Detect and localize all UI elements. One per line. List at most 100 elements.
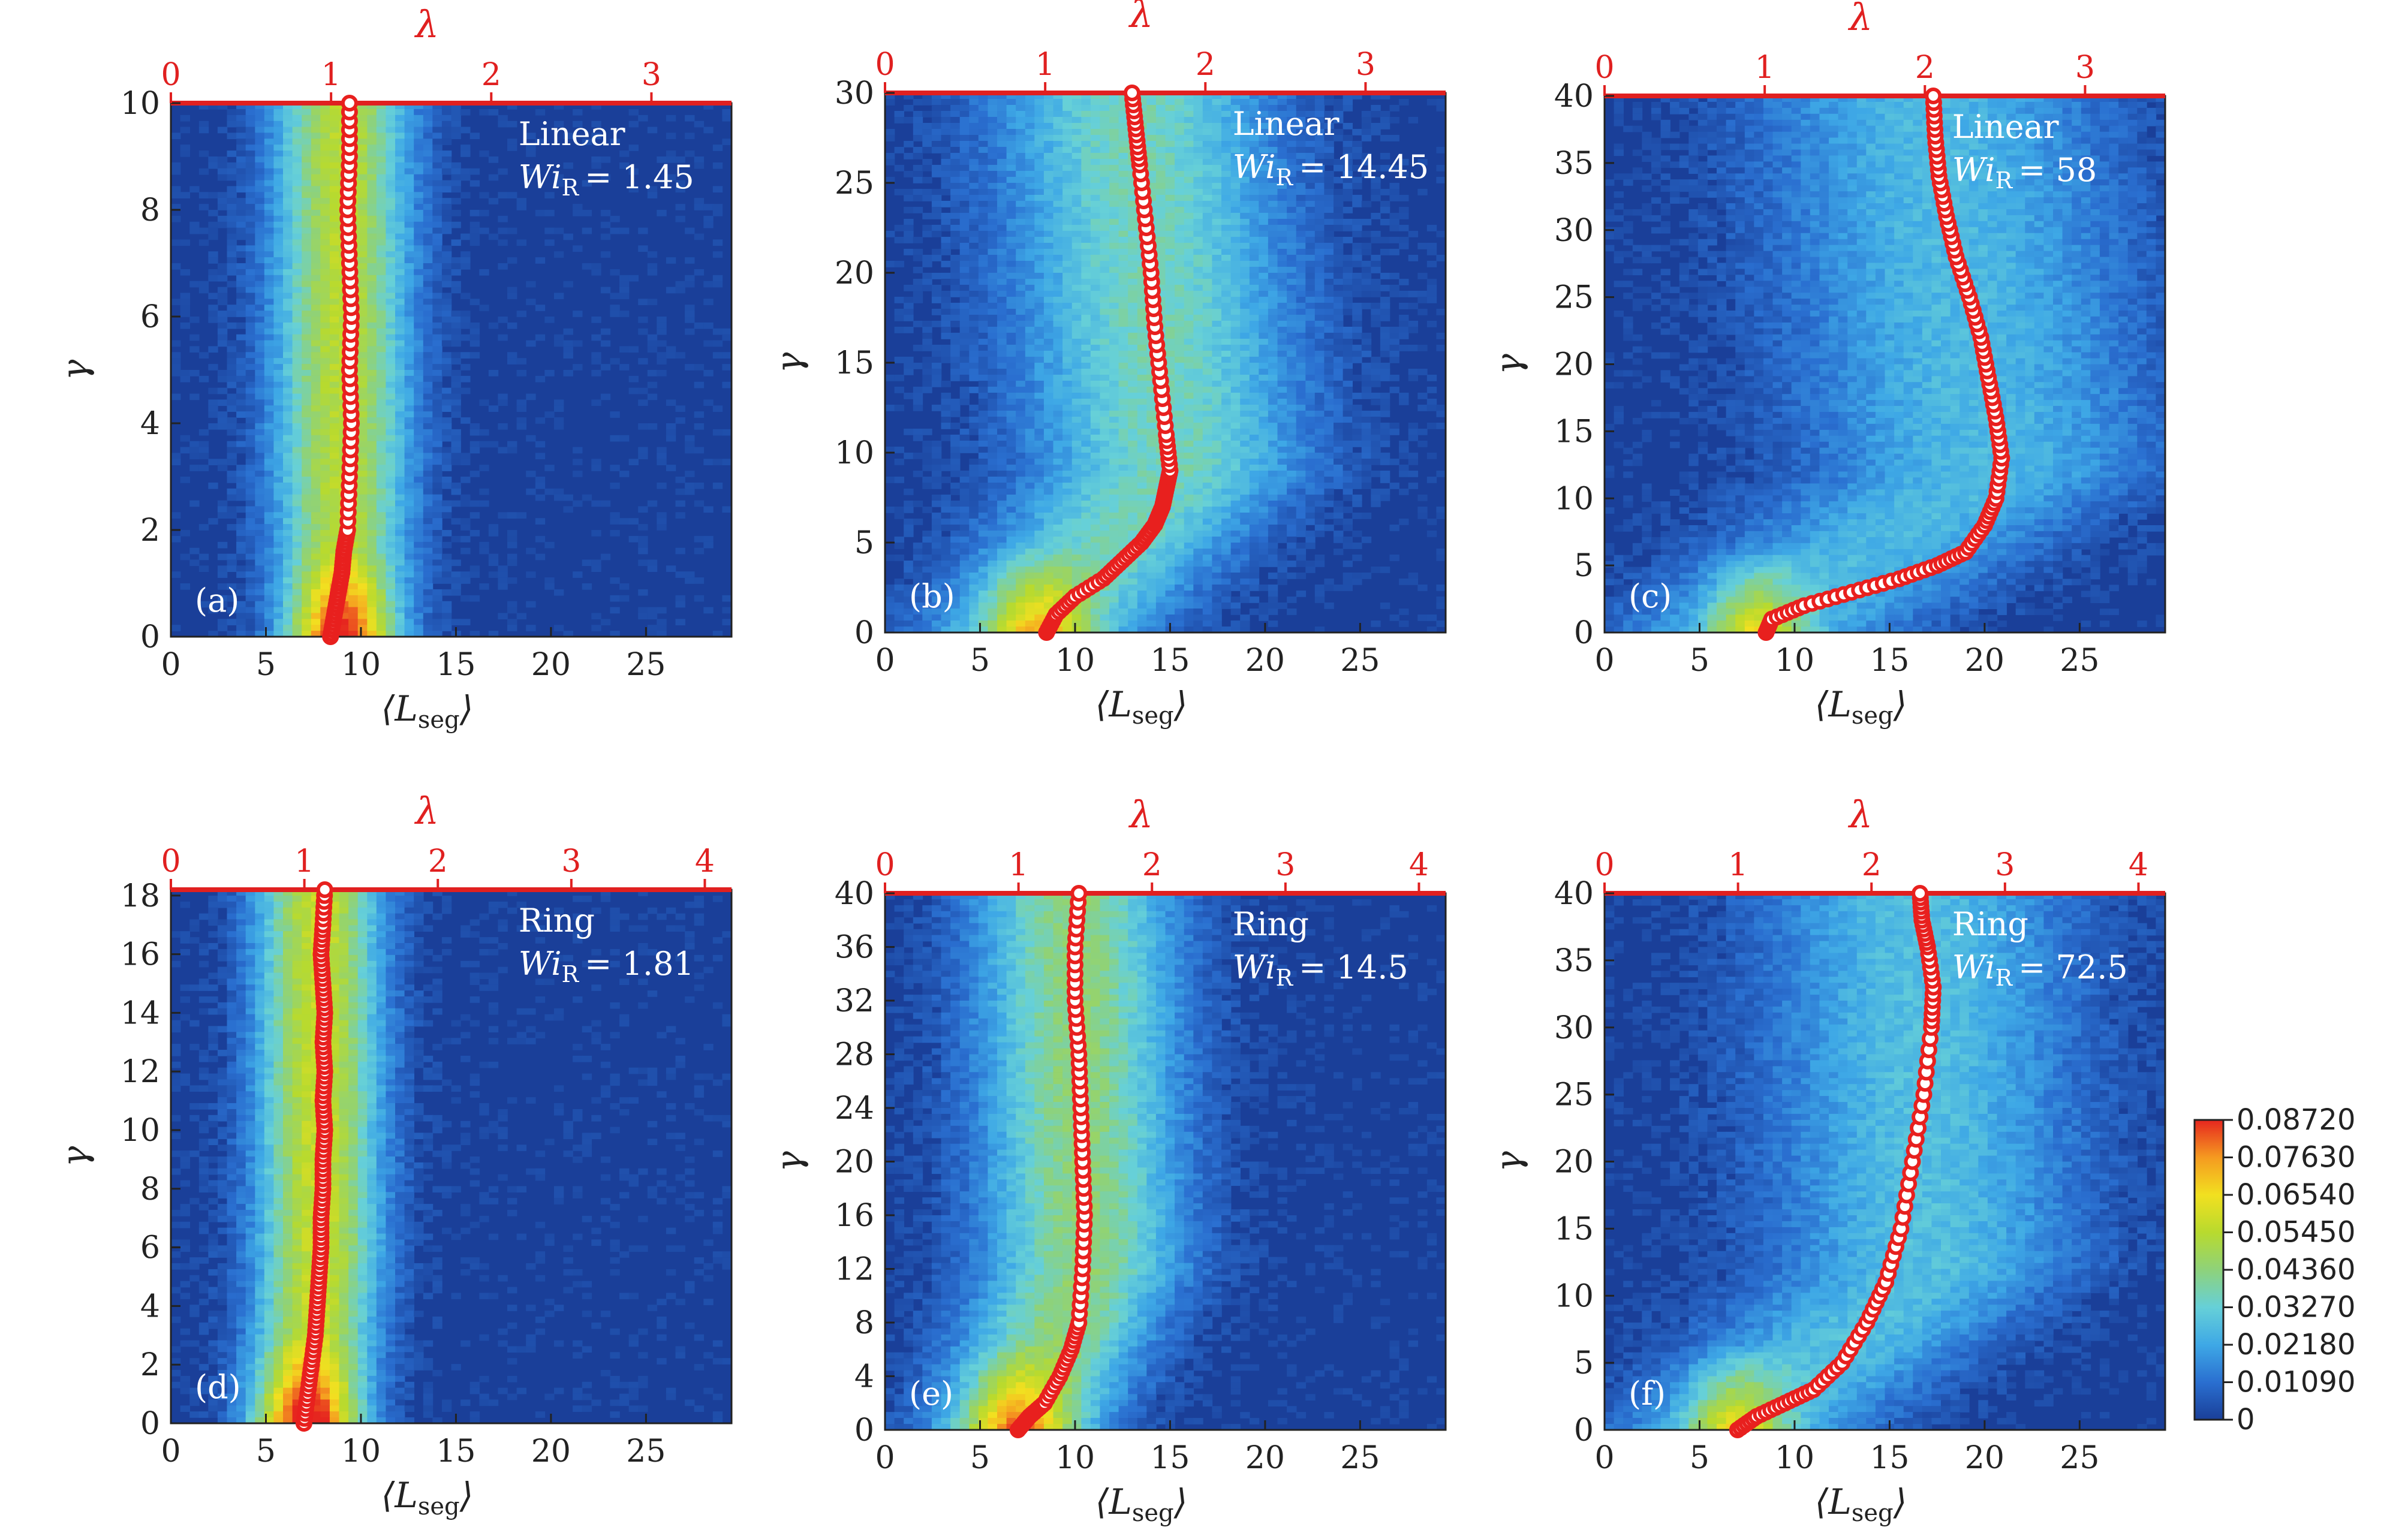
heatmap-cell: [395, 554, 405, 561]
heatmap-cell: [405, 559, 414, 566]
heatmap-cell: [395, 530, 405, 537]
heatmap-cell: [554, 417, 564, 424]
heatmap-cell: [498, 394, 507, 400]
heatmap-cell: [227, 204, 237, 210]
heatmap-cell: [432, 376, 442, 382]
heatmap-cell: [414, 329, 423, 335]
heatmap-cell: [988, 165, 997, 171]
heatmap-cell: [442, 281, 452, 288]
heatmap-cell: [395, 168, 405, 175]
heatmap-cell: [1203, 117, 1212, 124]
heatmap-cell: [395, 364, 405, 371]
heatmap-cell: [273, 429, 283, 436]
heatmap-cell: [648, 625, 657, 631]
heatmap-cell: [405, 109, 414, 116]
heatmap-cell: [657, 317, 666, 323]
heatmap-cell: [395, 138, 405, 145]
heatmap-cell: [405, 554, 414, 561]
heatmap-cell: [199, 281, 209, 288]
heatmap-cell: [950, 129, 960, 135]
heatmap-cell: [648, 346, 657, 353]
heatmap-cell: [969, 123, 979, 129]
heatmap-cell: [1109, 99, 1119, 106]
heatmap-cell: [283, 518, 293, 525]
heatmap-cell: [498, 571, 507, 578]
heatmap-cell: [479, 542, 489, 549]
heatmap-cell: [330, 530, 339, 537]
heatmap-cell: [320, 346, 330, 353]
heatmap-cell: [255, 144, 264, 151]
heatmap-cell: [405, 293, 414, 299]
heatmap-cell: [320, 311, 330, 317]
heatmap-cell: [264, 423, 274, 430]
heatmap-cell: [358, 399, 368, 406]
heatmap-cell: [601, 394, 610, 400]
heatmap-cell: [358, 346, 368, 353]
heatmap-cell: [685, 228, 694, 234]
heatmap-cell: [619, 364, 629, 371]
heatmap-cell: [629, 388, 639, 394]
heatmap-cell: [293, 311, 302, 317]
heatmap-cell: [311, 613, 321, 619]
heatmap-cell: [442, 565, 452, 572]
heatmap-cell: [358, 168, 368, 175]
heatmap-cell: [405, 287, 414, 294]
heatmap-cell: [405, 613, 414, 619]
heatmap-cell: [423, 512, 433, 519]
heatmap-cell: [432, 625, 442, 631]
heatmap-cell: [208, 156, 218, 163]
heatmap-cell: [218, 554, 227, 561]
heatmap-cell: [507, 144, 517, 151]
heatmap-cell: [311, 506, 321, 513]
heatmap-cell: [358, 239, 368, 246]
heatmap-cell: [236, 411, 246, 418]
heatmap-cell: [432, 542, 442, 549]
heatmap-cell: [311, 257, 321, 264]
heatmap-cell: [1044, 111, 1054, 118]
heatmap-cell: [283, 471, 293, 477]
heatmap-cell: [283, 571, 293, 578]
heatmap-cell: [423, 121, 433, 128]
heatmap-cell: [367, 257, 377, 264]
heatmap-cell: [638, 536, 648, 543]
heatmap-cell: [330, 198, 339, 204]
heatmap-cell: [199, 465, 209, 471]
heatmap-cell: [657, 518, 666, 525]
heatmap-cell: [395, 501, 405, 507]
heatmap-cell: [960, 153, 970, 159]
heatmap-cell: [610, 358, 619, 365]
heatmap-cell: [180, 239, 190, 246]
heatmap-cell: [293, 399, 302, 406]
heatmap-cell: [367, 506, 377, 513]
heatmap-cell: [236, 382, 246, 388]
heatmap-cell: [460, 317, 470, 323]
heatmap-cell: [405, 305, 414, 311]
heatmap-cell: [423, 411, 433, 418]
heatmap-cell: [601, 341, 610, 347]
heatmap-cell: [330, 358, 339, 365]
heatmap-cell: [414, 132, 423, 139]
heatmap-cell: [526, 299, 535, 305]
heatmap-cell: [246, 465, 255, 471]
heatmap-cell: [180, 192, 190, 198]
heatmap-cell: [452, 341, 461, 347]
heatmap-cell: [246, 370, 255, 377]
heatmap-cell: [414, 311, 423, 317]
heatmap-cell: [452, 162, 461, 169]
heatmap-cell: [227, 251, 237, 258]
heatmap-cell: [960, 147, 970, 153]
heatmap-cell: [358, 144, 368, 151]
heatmap-cell: [442, 370, 452, 377]
x-tick-label: 25: [626, 647, 666, 683]
heatmap-cell: [264, 542, 274, 549]
heatmap-cell: [255, 138, 264, 145]
heatmap-cell: [377, 423, 386, 430]
heatmap-cell: [554, 589, 564, 596]
heatmap-cell: [367, 625, 377, 631]
heatmap-cell: [330, 257, 339, 264]
heatmap-cell: [432, 483, 442, 489]
heatmap-cell: [180, 127, 190, 134]
heatmap-cell: [358, 186, 368, 192]
heatmap-cell: [293, 501, 302, 507]
heatmap-cell: [423, 174, 433, 181]
